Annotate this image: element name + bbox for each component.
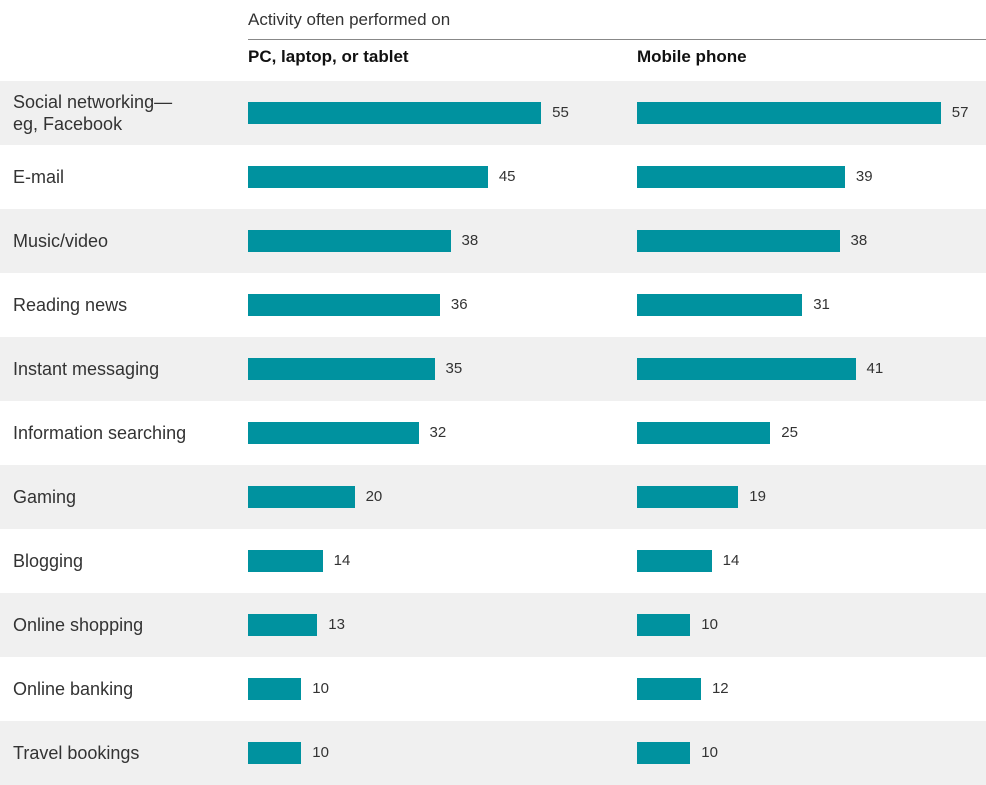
bar — [637, 742, 691, 764]
bar — [637, 294, 803, 316]
bar — [248, 358, 435, 380]
value-label: 32 — [429, 424, 447, 441]
value-label: 20 — [365, 488, 383, 505]
value-label: 10 — [312, 680, 329, 697]
value-label: 19 — [749, 488, 766, 505]
value-label: 25 — [781, 424, 798, 441]
category-label: Travel bookings — [13, 743, 140, 763]
bar — [248, 486, 355, 508]
bar — [248, 614, 318, 636]
value-label: 14 — [333, 552, 351, 569]
chart-title: Activity often performed on — [248, 10, 451, 29]
value-label: 36 — [450, 296, 468, 313]
bar — [248, 550, 323, 572]
row-shading — [0, 721, 986, 785]
bar — [637, 358, 856, 380]
bar — [637, 230, 840, 252]
bar — [637, 614, 691, 636]
bar — [248, 166, 488, 188]
category-label: Music/video — [13, 231, 109, 251]
category-label: Online banking — [13, 679, 134, 699]
value-label: 10 — [701, 744, 718, 761]
bar — [248, 678, 302, 700]
bar — [637, 166, 845, 188]
value-label: 39 — [855, 168, 873, 185]
value-label: 41 — [866, 360, 884, 377]
value-label: 57 — [951, 104, 969, 121]
value-label: 55 — [552, 104, 569, 121]
row-shading — [0, 465, 986, 529]
bar — [248, 742, 302, 764]
bar — [637, 550, 712, 572]
category-label: Blogging — [13, 551, 84, 571]
category-label: Social networking—eg, Facebook — [13, 92, 173, 134]
series-name: PC, laptop, or tablet — [248, 47, 409, 66]
value-label: 45 — [498, 168, 516, 185]
value-label: 10 — [312, 744, 329, 761]
bar — [248, 102, 542, 124]
bar — [637, 678, 701, 700]
series-name: Mobile phone — [637, 47, 747, 66]
value-label: 13 — [328, 616, 345, 633]
value-label: 38 — [461, 232, 479, 249]
bar — [637, 102, 941, 124]
bar — [248, 422, 419, 444]
bar — [248, 294, 440, 316]
category-label: Online shopping — [13, 615, 144, 635]
value-label: 35 — [445, 360, 463, 377]
row-shading — [0, 593, 986, 657]
bar — [637, 486, 739, 508]
category-label: Gaming — [13, 487, 77, 507]
bar — [637, 422, 771, 444]
value-label: 31 — [813, 296, 830, 313]
category-label: Information searching — [13, 423, 187, 443]
header-rule — [248, 39, 986, 40]
value-label: 38 — [850, 232, 868, 249]
value-label: 14 — [722, 552, 740, 569]
category-label: Instant messaging — [13, 359, 160, 379]
category-label: E-mail — [13, 167, 65, 187]
category-label: Reading news — [13, 295, 128, 315]
value-label: 10 — [701, 616, 718, 633]
bar — [248, 230, 451, 252]
value-label: 12 — [711, 680, 729, 697]
